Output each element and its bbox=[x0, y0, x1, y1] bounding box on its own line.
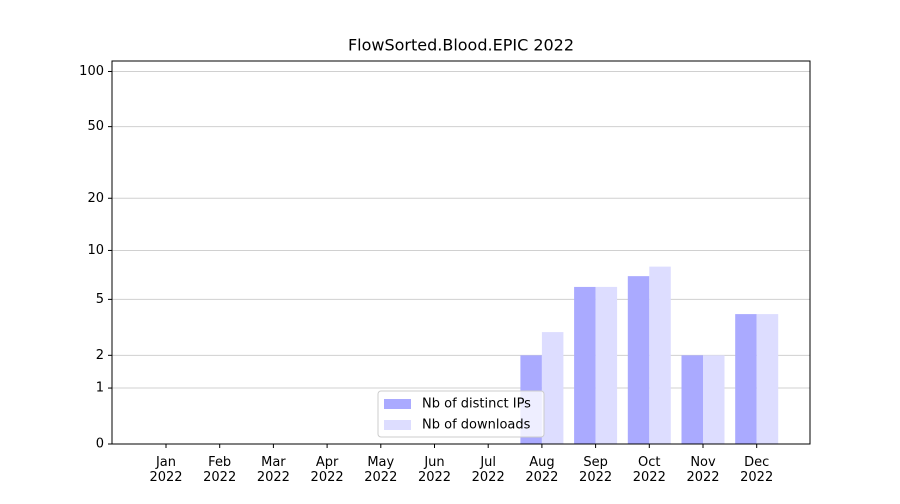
x-tick-label: May 2022 bbox=[364, 455, 397, 485]
x-tick-label: Jan 2022 bbox=[149, 455, 182, 485]
x-tick-label: Feb 2022 bbox=[203, 455, 236, 485]
y-tick-label: 2 bbox=[96, 348, 104, 363]
x-tick-label: Oct 2022 bbox=[633, 455, 666, 485]
y-tick-label: 20 bbox=[87, 191, 104, 206]
bar bbox=[595, 286, 618, 444]
bar bbox=[649, 266, 671, 444]
x-tick-label: Sep 2022 bbox=[579, 455, 612, 485]
y-tick-label: 0 bbox=[96, 437, 104, 452]
bar bbox=[681, 355, 703, 444]
y-tick-label: 100 bbox=[79, 64, 104, 79]
bar bbox=[756, 314, 779, 444]
x-tick-label: Jul 2022 bbox=[472, 455, 505, 485]
legend-frame bbox=[377, 390, 545, 438]
legend-swatch bbox=[384, 420, 411, 430]
y-tick-label: 5 bbox=[96, 292, 104, 307]
bar bbox=[703, 355, 725, 444]
legend-label: Nb of distinct IPs bbox=[422, 397, 531, 412]
x-tick-label: Jun 2022 bbox=[418, 455, 451, 485]
x-tick-label: Mar 2022 bbox=[257, 455, 290, 485]
x-tick-label: Dec 2022 bbox=[740, 455, 773, 485]
legend-swatch bbox=[384, 399, 411, 409]
plot-frame bbox=[111, 60, 811, 445]
x-tick-label: Nov 2022 bbox=[686, 455, 719, 485]
y-tick-label: 10 bbox=[87, 243, 104, 258]
bar bbox=[627, 276, 650, 444]
y-tick-label: 1 bbox=[96, 381, 104, 396]
legend-label: Nb of downloads bbox=[422, 418, 531, 433]
bar bbox=[574, 286, 596, 444]
x-tick-label: Apr 2022 bbox=[311, 455, 344, 485]
chart-title: FlowSorted.Blood.EPIC 2022 bbox=[348, 36, 574, 55]
legend: Nb of distinct IPs Nb of downloads bbox=[377, 390, 545, 438]
bar bbox=[735, 314, 757, 444]
bar bbox=[541, 332, 564, 444]
x-tick-label: Aug 2022 bbox=[525, 455, 558, 485]
y-tick-label: 50 bbox=[87, 119, 104, 134]
